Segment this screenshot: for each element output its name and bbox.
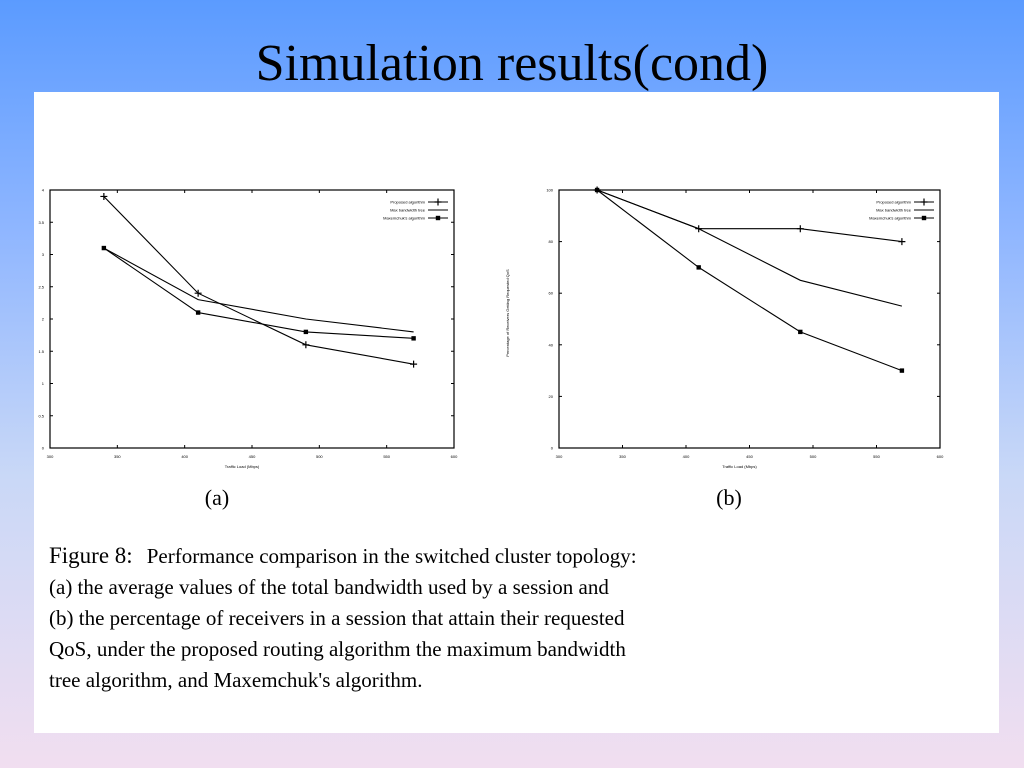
y-tick-label: 0.5 — [38, 413, 44, 418]
figure-panel: 300 350 400 450 500 550 600 0 0.5 1 1.5 2 2.5 3 3.5 4 Tr… — [34, 92, 999, 733]
legend-marker — [435, 215, 441, 221]
data-point — [194, 289, 202, 297]
figure-label: Figure 8: — [49, 543, 133, 568]
x-axis-label: Traffic Load (Mbps) — [722, 464, 757, 469]
y-tick-label: 80 — [549, 239, 554, 244]
data-point — [195, 310, 201, 315]
legend: Proposed algorithm Max bandwidth tree Maxe… — [869, 198, 934, 221]
x-tick-label: 500 — [316, 454, 323, 459]
x-tick-label: 450 — [746, 454, 753, 459]
data-point — [696, 265, 701, 270]
x-tick-label: 550 — [383, 454, 390, 459]
x-tick-label: 400 — [181, 454, 188, 459]
x-tick-label: 350 — [619, 454, 626, 459]
legend-label: Proposed algorithm — [876, 200, 911, 205]
subfigure-label: (a) — [205, 485, 229, 510]
y-tick-label: 1.5 — [38, 349, 44, 354]
series-1 — [593, 186, 906, 246]
legend-label: Maxemchuk's algorithm — [383, 216, 426, 221]
y-tick-label: 2.5 — [38, 284, 44, 289]
figure-caption: Figure 8: Performance comparison in the s… — [49, 540, 909, 696]
x-tick-label: 450 — [249, 454, 256, 459]
data-point — [798, 329, 803, 335]
legend-label: Max bandwidth tree — [876, 208, 912, 213]
data-point — [898, 238, 906, 246]
figure-charts: 300 350 400 450 500 550 60000.511.522.533.54Tr… — [38, 186, 944, 511]
x-tick-label: 500 — [810, 454, 817, 459]
y-tick-label: 100 — [546, 188, 553, 193]
y-tick-label: 40 — [549, 342, 554, 347]
x-tick-label: 600 — [451, 454, 458, 459]
data-point — [410, 360, 418, 368]
x-tick-label: 350 — [114, 454, 121, 459]
legend: Proposed algorithm Max bandwidth tree Maxe… — [383, 198, 448, 221]
y-tick-label: 0 — [42, 446, 45, 451]
series-line — [596, 189, 903, 307]
x-tick-label: 400 — [683, 454, 690, 459]
y-tick-label: 3 — [42, 252, 45, 257]
data-point — [302, 341, 310, 349]
y-tick-label: 4 — [42, 188, 45, 193]
subfigure-label: (b) — [716, 485, 742, 510]
legend-marker — [921, 215, 927, 221]
caption-line-5: tree algorithm, and Maxemchuk's algorith… — [49, 668, 423, 692]
y-tick-label: 2 — [42, 317, 45, 322]
caption-line-1: Performance comparison in the switched c… — [146, 544, 637, 568]
y-tick-label: 1 — [42, 381, 45, 386]
caption-line-3: (b) the percentage of receivers in a ses… — [49, 606, 625, 630]
x-tick-label: 550 — [873, 454, 880, 459]
series-line — [596, 189, 903, 372]
x-tick-label: 300 — [47, 454, 54, 459]
caption-line-4: QoS, under the proposed routing algorith… — [49, 637, 626, 661]
legend-marker — [434, 198, 442, 206]
series-line — [596, 189, 902, 243]
series-2 — [103, 247, 414, 333]
legend-marker — [920, 198, 928, 206]
legend-label: Max bandwidth tree — [390, 208, 426, 213]
series-line — [103, 196, 414, 365]
y-axis-label: Percentage of Receivers Getting Requeste… — [505, 269, 510, 357]
series-line — [103, 247, 414, 333]
x-axis-label: Traffic Load (Mbps) — [225, 464, 260, 469]
y-tick-label: 20 — [549, 394, 554, 399]
legend-label: Proposed algorithm — [390, 200, 425, 205]
legend-label: Maxemchuk's algorithm — [869, 216, 912, 221]
data-point — [796, 225, 804, 233]
series-2 — [596, 189, 903, 307]
series-line — [103, 247, 414, 339]
chart-1: 300 350 400 450 500 550 600 0 0.5 1 1.5 2 2.5 3 3.5 4 Tr… — [38, 188, 458, 511]
y-tick-label: 3.5 — [38, 220, 44, 225]
data-point — [100, 192, 108, 200]
chart-2: 300 350 400 450 500 550 600 0 20 40 60 80 100 Traffic… — [505, 186, 944, 510]
y-tick-label: 0 — [551, 446, 554, 451]
y-tick-label: 60 — [549, 291, 554, 296]
series-3 — [594, 187, 905, 373]
data-point — [411, 336, 416, 341]
series-1 — [100, 192, 418, 368]
x-tick-label: 600 — [937, 454, 944, 459]
caption-line-2: (a) the average values of the total band… — [49, 575, 609, 599]
data-point — [303, 329, 309, 335]
slide-title: Simulation results(cond) — [255, 35, 769, 92]
series-3 — [101, 245, 416, 341]
data-point — [899, 368, 905, 373]
data-point — [101, 245, 107, 251]
x-tick-label: 300 — [556, 454, 563, 459]
data-point — [594, 187, 600, 193]
